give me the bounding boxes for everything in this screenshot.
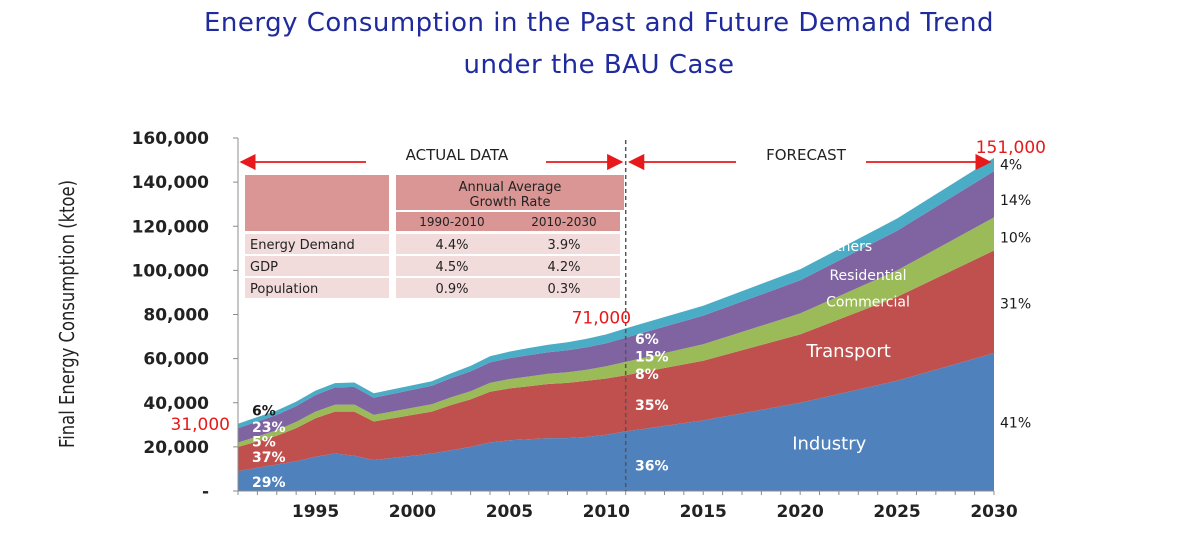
stacked-areas (238, 157, 994, 491)
share-label-1991: 29% (252, 475, 286, 491)
axes: - 20,000 40,000 60,000 80,000 100,000 120,000 1… (57, 129, 1018, 522)
y-tick-label: 140,000 (132, 173, 210, 193)
table-period-label: 2010-2030 (531, 215, 596, 229)
table-value-cell (396, 234, 508, 254)
y-axis-label: Final Energy Consumption (ktoe) (57, 180, 80, 448)
forecast-label: FORECAST (766, 146, 847, 164)
x-tick-label: 2030 (970, 502, 1017, 522)
share-label-1991: 6% (252, 403, 276, 419)
table-value: 4.5% (435, 260, 468, 275)
share-label-1991: 23% (252, 420, 286, 436)
series-label-commercial: Commercial (826, 294, 910, 310)
table-row-label-cell (245, 278, 389, 298)
table-value: 4.2% (547, 260, 580, 275)
period-markers: ACTUAL DATA FORECAST (239, 140, 992, 491)
table-header-line-1: Annual Average (459, 180, 562, 195)
table-value: 0.9% (435, 282, 468, 297)
share-label-1991: 5% (252, 434, 276, 450)
x-tick-label: 2020 (776, 502, 823, 522)
total-label: 31,000 (171, 415, 230, 435)
share-label-2011: 15% (635, 349, 669, 365)
x-tick-label: 2010 (583, 502, 630, 522)
series-label-others: Others (825, 239, 872, 255)
table-row-label: GDP (250, 260, 278, 275)
table-period-cell (396, 212, 508, 231)
table-row-label: Energy Demand (250, 238, 355, 253)
share-label-2030: 10% (1000, 230, 1031, 246)
table-row-label-cell (245, 256, 389, 276)
table-value: 4.4% (435, 238, 468, 253)
chart-title-line-2: under the BAU Case (463, 50, 735, 80)
x-tick-label: 2015 (680, 502, 727, 522)
share-label-2011: 36% (635, 459, 669, 475)
x-tick-label: 2005 (486, 502, 533, 522)
x-tick-label: 2000 (389, 502, 436, 522)
table-period-label: 1990-2010 (419, 215, 484, 229)
table-period-cell (508, 212, 620, 231)
x-tick-label: 2025 (873, 502, 920, 522)
table-value-cell (508, 256, 620, 276)
share-label-1991: 37% (252, 450, 286, 466)
series-label-residential: Residential (829, 268, 906, 284)
chart-annotations: 31,00071,000151,00029%37%5%23%6%36%35%8%… (171, 138, 1046, 491)
table-header-line-2: Growth Rate (470, 195, 551, 210)
y-tick-label: 40,000 (143, 394, 209, 414)
y-tick-label: - (202, 482, 209, 502)
table-value: 3.9% (547, 238, 580, 253)
table-header-cell (396, 175, 624, 210)
share-label-2030: 31% (1000, 296, 1031, 312)
y-tick-label: 100,000 (132, 261, 210, 281)
y-tick-label: 60,000 (143, 350, 209, 370)
y-tick-label: 160,000 (132, 129, 210, 149)
table-value-cell (396, 278, 508, 298)
table-value-cell (508, 234, 620, 254)
series-label-industry: Industry (792, 434, 866, 455)
series-label-transport: Transport (805, 341, 890, 362)
share-label-2030: 14% (1000, 193, 1031, 209)
share-label-2030: 4% (1000, 157, 1022, 173)
total-label: 151,000 (976, 138, 1046, 158)
table-value: 0.3% (547, 282, 580, 297)
share-label-2011: 8% (635, 367, 659, 383)
forecast-label-bg (736, 144, 866, 164)
table-value-cell (508, 278, 620, 298)
actual-label-bg (366, 144, 546, 164)
share-label-2030: 41% (1000, 416, 1031, 432)
total-label: 71,000 (572, 308, 631, 328)
share-label-2011: 35% (635, 398, 669, 414)
table-row-label-cell (245, 234, 389, 254)
x-tick-label: 1995 (292, 502, 339, 522)
y-tick-label: 80,000 (143, 306, 209, 326)
share-label-2011: 6% (635, 332, 659, 348)
y-tick-label: 20,000 (143, 438, 209, 458)
table-row-label: Population (250, 282, 318, 297)
table-corner-cell (245, 175, 389, 231)
y-tick-label: 120,000 (132, 217, 210, 237)
chart-title-line-1: Energy Consumption in the Past and Futur… (203, 8, 995, 38)
table-value-cell (396, 256, 508, 276)
area-transport (238, 250, 994, 472)
actual-data-label: ACTUAL DATA (406, 146, 509, 164)
area-industry (238, 353, 994, 491)
